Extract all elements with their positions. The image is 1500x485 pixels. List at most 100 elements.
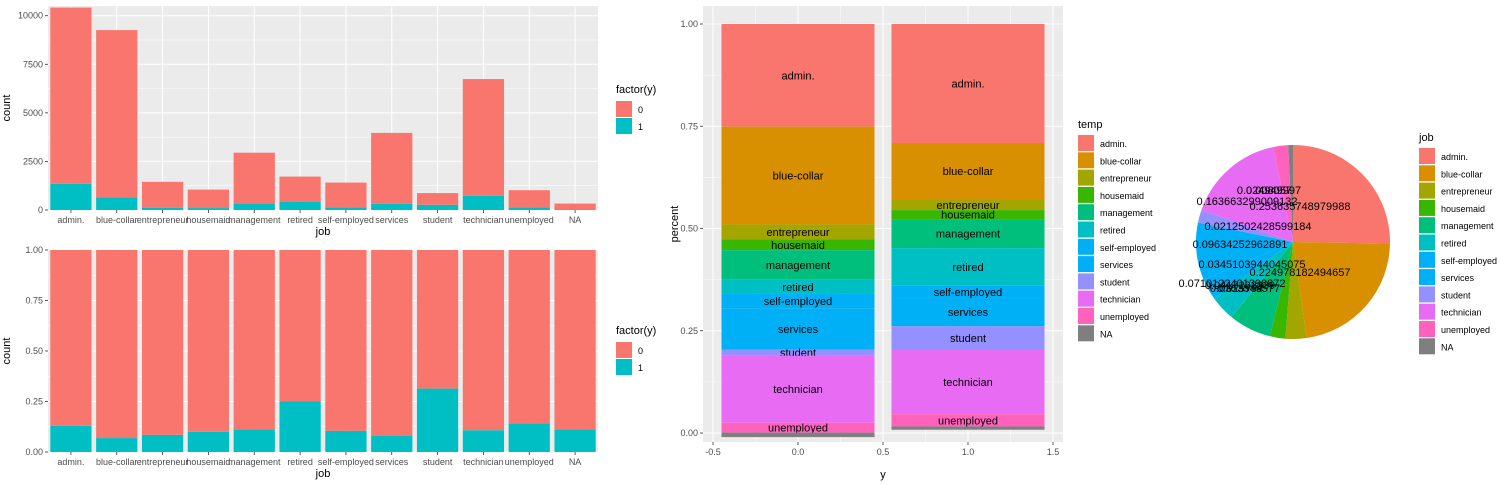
legend-title: factor(y) xyxy=(616,325,656,337)
bar-segment xyxy=(891,285,1045,299)
segment-label: entrepreneur xyxy=(767,227,830,239)
bar-segment-y1 xyxy=(554,429,596,452)
pie-slice xyxy=(1197,210,1293,242)
bar-segment xyxy=(891,414,1045,427)
bar-segment-y0 xyxy=(508,250,550,424)
legend-key xyxy=(1078,135,1094,151)
legend-label: unemployed xyxy=(1100,312,1149,322)
bar-segment-y1 xyxy=(325,207,367,210)
bar-segment-y0 xyxy=(462,250,505,431)
legend-label: entrepreneur xyxy=(1441,187,1493,197)
segment-label: self-employed xyxy=(764,296,832,308)
legend-label: student xyxy=(1441,290,1471,300)
bar-segment xyxy=(891,219,1045,249)
segment-label: services xyxy=(778,324,819,336)
bar-segment xyxy=(721,224,875,240)
slice-label: 0.0345103944045075 xyxy=(1198,259,1305,271)
segment-label: blue-collar xyxy=(773,171,824,183)
bar-segment xyxy=(721,293,875,309)
x-tick-label: 1.5 xyxy=(1047,447,1060,457)
x-tick-label: management xyxy=(228,457,281,467)
y-axis-title: count xyxy=(1,95,13,122)
legend-title: temp xyxy=(1078,119,1102,131)
y-tick-label: 2500 xyxy=(23,156,43,166)
legend-label: retired xyxy=(1441,239,1467,249)
bar-segment-y0 xyxy=(371,250,413,436)
segment-label: unemployed xyxy=(768,423,828,435)
x-tick-label: unemployed xyxy=(505,457,554,467)
legend-key xyxy=(1078,204,1094,221)
legend-key xyxy=(1419,321,1435,337)
legend-key xyxy=(1078,308,1094,324)
legend-label: self-employed xyxy=(1441,256,1497,266)
bar-segment xyxy=(721,355,875,423)
segment-label: self-employed xyxy=(934,287,1002,299)
bar-segment xyxy=(891,326,1045,350)
bar-segment xyxy=(721,422,875,433)
segment-label: services xyxy=(948,307,989,319)
bar-segment-y0 xyxy=(141,250,184,435)
legend-key xyxy=(1419,148,1435,164)
bar-segment xyxy=(891,143,1045,200)
legend-label: 0 xyxy=(638,105,643,115)
bar-segment-y0 xyxy=(462,79,505,196)
bar-segment xyxy=(721,239,875,251)
segment-label: unemployed xyxy=(938,415,998,427)
y-tick-label: 0.50 xyxy=(25,346,43,356)
pie-slice xyxy=(1293,242,1390,339)
legend-key xyxy=(1078,221,1094,238)
legend-title: job xyxy=(1418,132,1434,144)
legend-label: retired xyxy=(1100,226,1126,236)
pie-slice xyxy=(1269,242,1293,339)
segment-label: admin. xyxy=(781,70,814,82)
y-tick-label: 0.75 xyxy=(25,296,43,306)
bar-segment-y1 xyxy=(50,425,92,452)
y-tick-label: 0.25 xyxy=(680,326,698,336)
legend-label: services xyxy=(1441,273,1475,283)
segment-label: student xyxy=(950,333,986,345)
x-tick-label: services xyxy=(375,215,409,225)
legend-label: 0 xyxy=(638,346,643,356)
bar-segment-y0 xyxy=(50,250,92,426)
x-tick-label: student xyxy=(423,215,453,225)
legend-key xyxy=(1419,251,1435,268)
legend-label: management xyxy=(1100,208,1153,218)
bar-segment-y1 xyxy=(96,197,138,210)
segment-label: housemaid xyxy=(941,210,995,222)
x-tick-label: retired xyxy=(287,215,313,225)
legend-label: unemployed xyxy=(1441,325,1490,335)
bottom-left-proportion-bar-chart: 0.00 0.25 0.50 0.75 1.00 admin. blue-collar ent… xyxy=(1,245,656,480)
bar-segment-y1 xyxy=(508,207,550,210)
bar-segment xyxy=(721,432,875,438)
legend-key xyxy=(1078,169,1094,186)
legend-key xyxy=(1078,256,1094,273)
y-axis-title: count xyxy=(1,338,13,365)
legend-label: technician xyxy=(1100,295,1141,305)
x-tick-label: blue-collar xyxy=(96,215,138,225)
legend-label: student xyxy=(1100,277,1130,287)
bar-segment-y0 xyxy=(50,7,92,184)
legend-key xyxy=(1419,286,1435,303)
legend-label: technician xyxy=(1441,308,1482,318)
legend-label: housemaid xyxy=(1441,204,1485,214)
x-tick-label: services xyxy=(375,457,409,467)
bar-segment-y0 xyxy=(279,250,321,402)
x-tick-label: admin. xyxy=(57,215,84,225)
slice-label: 0.09634252962891 xyxy=(1193,239,1288,251)
y-tick-label: 1.00 xyxy=(680,19,698,29)
legend-key xyxy=(1419,269,1435,286)
pie-slice xyxy=(1201,147,1293,242)
bar-segment-y0 xyxy=(233,152,275,204)
bar-segment xyxy=(721,279,875,294)
bar-segment-y0 xyxy=(416,250,459,389)
bar-segment-y0 xyxy=(554,250,596,430)
bar-segment xyxy=(891,24,1045,144)
legend-key xyxy=(1078,273,1094,290)
legend-key xyxy=(1078,152,1094,169)
bar-segment xyxy=(891,210,1045,220)
pie-slice xyxy=(1293,145,1391,244)
bar-segment-y1 xyxy=(462,195,505,210)
legend-key xyxy=(1419,303,1435,320)
x-tick-label: retired xyxy=(287,457,313,467)
